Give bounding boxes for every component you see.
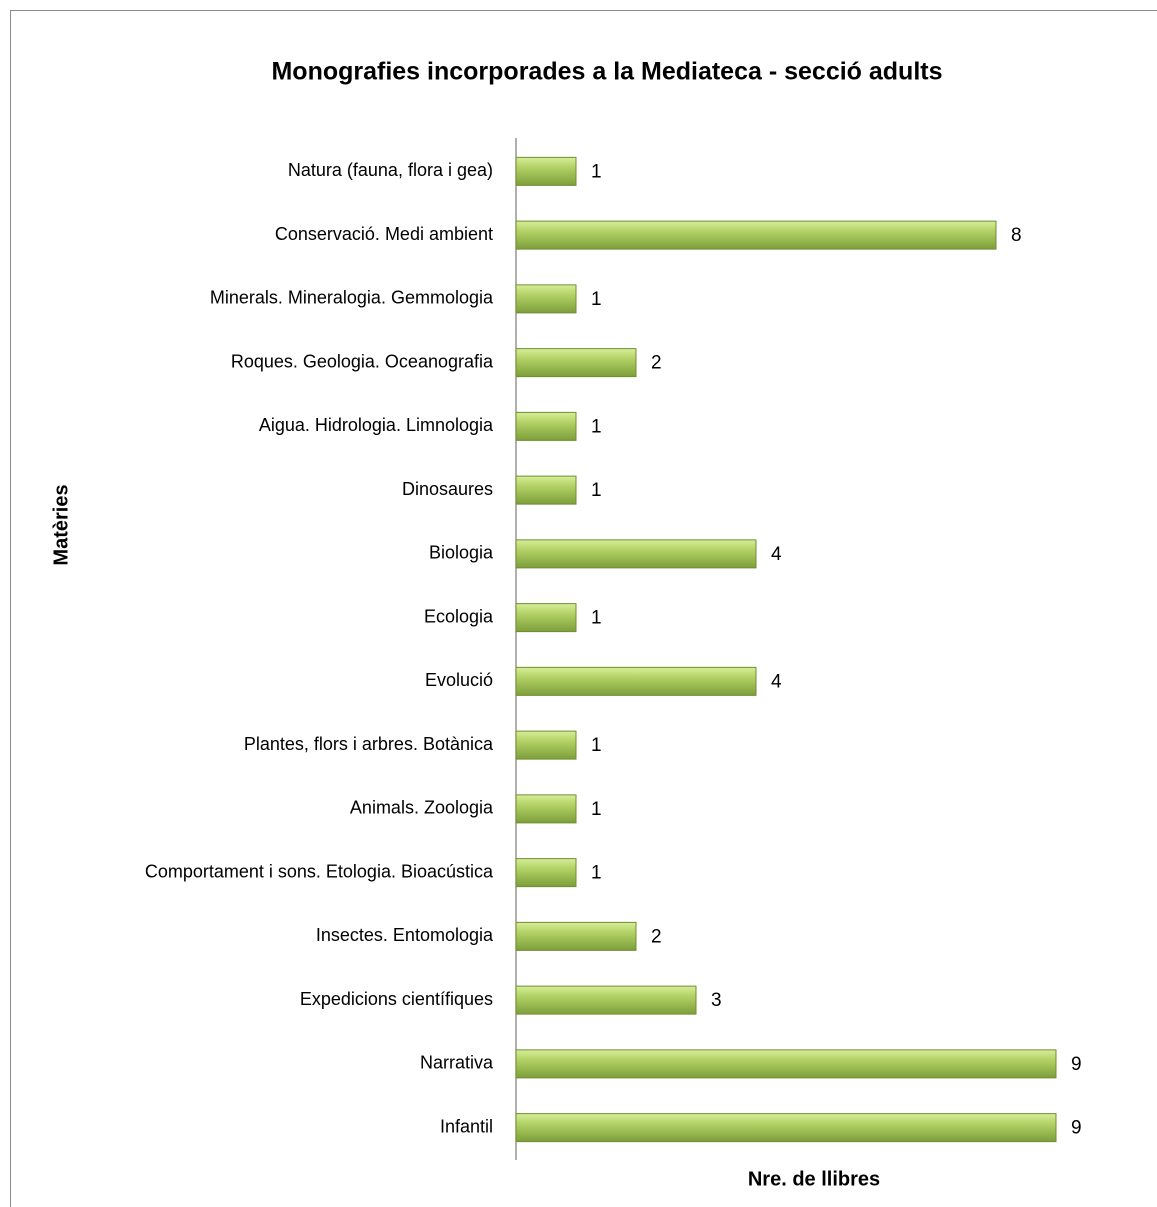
bar — [515, 1113, 1057, 1143]
bar — [515, 411, 577, 441]
bar — [515, 220, 997, 250]
data-label: 1 — [591, 735, 602, 756]
bar — [515, 348, 637, 378]
data-label: 1 — [591, 161, 602, 182]
bar — [515, 1049, 1057, 1079]
chart-title: Monografies incorporades a la Mediateca … — [271, 58, 942, 86]
data-label: 1 — [591, 608, 602, 629]
bar — [515, 666, 757, 696]
data-label: 4 — [771, 544, 782, 565]
y-tick-label: Evolució — [425, 670, 493, 690]
bar — [515, 858, 577, 888]
bar — [515, 794, 577, 824]
bar — [515, 603, 577, 633]
y-tick-label: Ecologia — [424, 606, 494, 626]
data-label: 2 — [651, 353, 662, 374]
x-axis-label: Nre. de llibres — [748, 1168, 880, 1190]
bar — [515, 921, 637, 951]
y-tick-label: Expedicions científiques — [300, 989, 493, 1009]
data-label: 8 — [1011, 225, 1022, 246]
y-tick-label: Aigua. Hidrologia. Limnologia — [259, 415, 494, 435]
y-tick-label: Infantil — [440, 1116, 493, 1136]
data-label: 1 — [591, 289, 602, 310]
y-tick-label: Comportament i sons. Etologia. Bioacústi… — [145, 861, 494, 881]
data-label: 9 — [1071, 1118, 1082, 1139]
data-label: 3 — [711, 990, 722, 1011]
data-label: 9 — [1071, 1054, 1082, 1075]
y-tick-label: Dinosaures — [402, 479, 493, 499]
data-label: 1 — [591, 863, 602, 884]
data-label: 1 — [591, 416, 602, 437]
y-tick-label: Biologia — [429, 543, 494, 563]
bar — [515, 730, 577, 760]
y-tick-label: Narrativa — [420, 1053, 494, 1073]
y-tick-label: Natura (fauna, flora i gea) — [288, 160, 493, 180]
data-label: 1 — [591, 480, 602, 501]
chart-border — [10, 10, 1157, 1207]
bar — [515, 284, 577, 314]
bar — [515, 156, 577, 186]
bar — [515, 475, 577, 505]
bar — [515, 539, 757, 569]
y-tick-label: Roques. Geologia. Oceanografia — [231, 351, 494, 371]
y-tick-label: Plantes, flors i arbres. Botànica — [244, 734, 494, 754]
data-label: 2 — [651, 926, 662, 947]
y-tick-label: Minerals. Mineralogia. Gemmologia — [210, 288, 494, 308]
y-axis-label: Matèries — [50, 484, 72, 565]
y-tick-label: Insectes. Entomologia — [316, 925, 494, 945]
y-tick-label: Animals. Zoologia — [350, 798, 494, 818]
data-label: 1 — [591, 799, 602, 820]
data-label: 4 — [771, 671, 782, 692]
bar — [515, 985, 697, 1015]
y-tick-label: Conservació. Medi ambient — [275, 224, 493, 244]
